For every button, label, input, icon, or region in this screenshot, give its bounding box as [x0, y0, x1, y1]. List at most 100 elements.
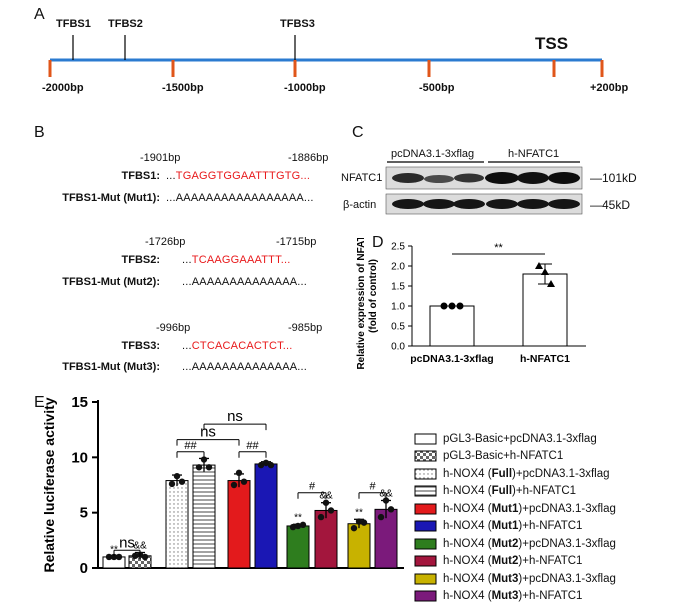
legend-item: pGL3-Basic+pcDNA3.1-3xflag [414, 430, 696, 448]
legend-swatch-rect [414, 590, 437, 602]
western-blot [385, 161, 583, 215]
bar-label: ** [294, 512, 302, 523]
actin-band-3 [453, 199, 485, 209]
bar [165, 480, 189, 569]
data-point [387, 506, 395, 513]
nfatc1-band-2 [424, 175, 454, 183]
data-point [105, 553, 113, 561]
western-size2: —45kD [590, 198, 631, 212]
legend-text: h-NOX4 ( [443, 502, 492, 515]
nfatc1-band-4 [485, 172, 519, 184]
actin-band-6 [548, 199, 580, 209]
tfbs2-mut-sequence: ...AAAAAAAAAAAAAA... [182, 276, 308, 288]
legend-text-suffix: )+pcDNA3.1-3xflag [512, 467, 610, 480]
actin-band-1 [392, 199, 424, 209]
tick-label-2000: -2000bp [42, 82, 84, 94]
western-row1-label: NFATC1 [341, 172, 383, 184]
bar [286, 525, 310, 569]
legend-item: pGL3-Basic+h-NFATC1 [414, 448, 696, 466]
legend-construct: Mut3 [491, 572, 519, 585]
data-point [448, 302, 456, 310]
y-tick-label: 1.5 [391, 282, 405, 293]
legend-construct: Full [491, 467, 513, 480]
legend-swatch [414, 468, 437, 480]
data-point [240, 478, 248, 485]
data-point [131, 552, 139, 560]
tfbs1-sequence: ...TGAGGTGGAATTTGTG... [166, 170, 311, 182]
actin-band-2 [423, 199, 455, 209]
legend-text-suffix: )+h-NFATC1 [518, 590, 583, 603]
legend-swatch-rect [414, 503, 437, 515]
nfatc1-expression-chart: 0.0 0.5 1.0 1.5 2.0 2.5 Relative expression of… [356, 238, 586, 370]
bar [347, 523, 371, 569]
y-tick-label: 15 [71, 394, 88, 411]
data-point [456, 302, 464, 310]
legend-swatch-rect [414, 468, 437, 480]
y-tick-label: 0 [80, 560, 88, 577]
legend-item: h-NOX4 (Mut2)+h-NFATC1 [414, 553, 696, 571]
tfbs1-pos-end: -1886bp [288, 152, 329, 164]
legend-swatch-rect [414, 433, 437, 445]
legend-item: h-NOX4 (Mut1)+pcDNA3.1-3xflag [414, 500, 696, 518]
tfbs2-sequence: ...TCAAGGAAATTT... [182, 254, 291, 266]
legend-swatch [414, 555, 437, 567]
data-point [230, 481, 238, 489]
legend-text: h-NOX4 ( [443, 590, 492, 603]
y-tick-label: 0.0 [391, 342, 405, 353]
western-group1-label: pcDNA3.1-3xflag [391, 148, 475, 160]
data-point [377, 513, 385, 521]
data-point [355, 518, 363, 525]
tick-label-500: -500bp [419, 82, 455, 94]
nfatc1-band-1 [392, 173, 424, 183]
tick-label-200: +200bp [590, 82, 629, 94]
comparison-label: # [369, 481, 376, 493]
data-point [267, 461, 275, 469]
comparison-label: ns [119, 534, 135, 551]
data-point [178, 478, 186, 485]
western-size1: —101kD [590, 171, 637, 185]
legend-item: h-NOX4 (Full)+pcDNA3.1-3xflag [414, 465, 696, 483]
data-point [317, 513, 325, 521]
data-point [547, 280, 555, 287]
comparison-label: ## [246, 440, 259, 452]
legend-text-suffix: )+pcDNA3.1-3xflag [518, 502, 616, 515]
actin-band-4 [486, 199, 518, 209]
data-point [141, 553, 149, 561]
data-point [115, 553, 123, 561]
tfbs2-seq-label: TFBS2: [121, 254, 161, 266]
tfbs3-mut-sequence: ...AAAAAAAAAAAAAA... [182, 361, 308, 373]
legend-text: pGL3-Basic+pcDNA3.1-3xflag [443, 432, 597, 445]
legend-swatch [414, 503, 437, 515]
legend-swatch-rect [414, 538, 437, 550]
legend-text: h-NOX4 ( [443, 572, 492, 585]
comparison-label: ## [184, 440, 197, 452]
legend-swatch-rect [414, 520, 437, 532]
data-point [110, 553, 118, 561]
data-point [294, 522, 302, 530]
data-point [257, 461, 265, 469]
tfbs1-mut-label: TFBS1-Mut (Mut1): [62, 192, 160, 204]
tfbs2-mut-label: TFBS1-Mut (Mut2): [62, 276, 160, 288]
tfbs3-pos-end: -985bp [288, 322, 323, 334]
tfbs1-mut-sequence: ...AAAAAAAAAAAAAAAAA... [166, 192, 314, 204]
tfbs1-seq-label: TFBS1: [121, 170, 161, 182]
tfbs3-label: TFBS3 [280, 18, 315, 30]
legend-swatch-rect [414, 485, 437, 497]
tick-label-1000: -1000bp [284, 82, 326, 94]
comparison-label: ns [200, 424, 216, 441]
legend-item: h-NOX4 (Mut3)+pcDNA3.1-3xflag [414, 570, 696, 588]
luciferase-chart: 0 5 10 15 Relative luciferase activity ** && **… [41, 394, 404, 577]
data-point [205, 464, 213, 471]
legend-text: h-NOX4 ( [443, 537, 492, 550]
bar-label: && [133, 541, 147, 552]
data-point [327, 507, 335, 514]
data-point [440, 302, 448, 310]
tfbs2-label: TFBS2 [108, 18, 143, 30]
bar [522, 273, 568, 347]
legend-swatch [414, 485, 437, 497]
legend-swatch [414, 538, 437, 550]
legend-text-suffix: )+h-NFATC1 [518, 520, 583, 533]
legend-swatch-rect [414, 450, 437, 462]
legend-construct: Mut2 [491, 537, 519, 550]
x-tick-label: pcDNA3.1-3xflag [410, 353, 493, 365]
